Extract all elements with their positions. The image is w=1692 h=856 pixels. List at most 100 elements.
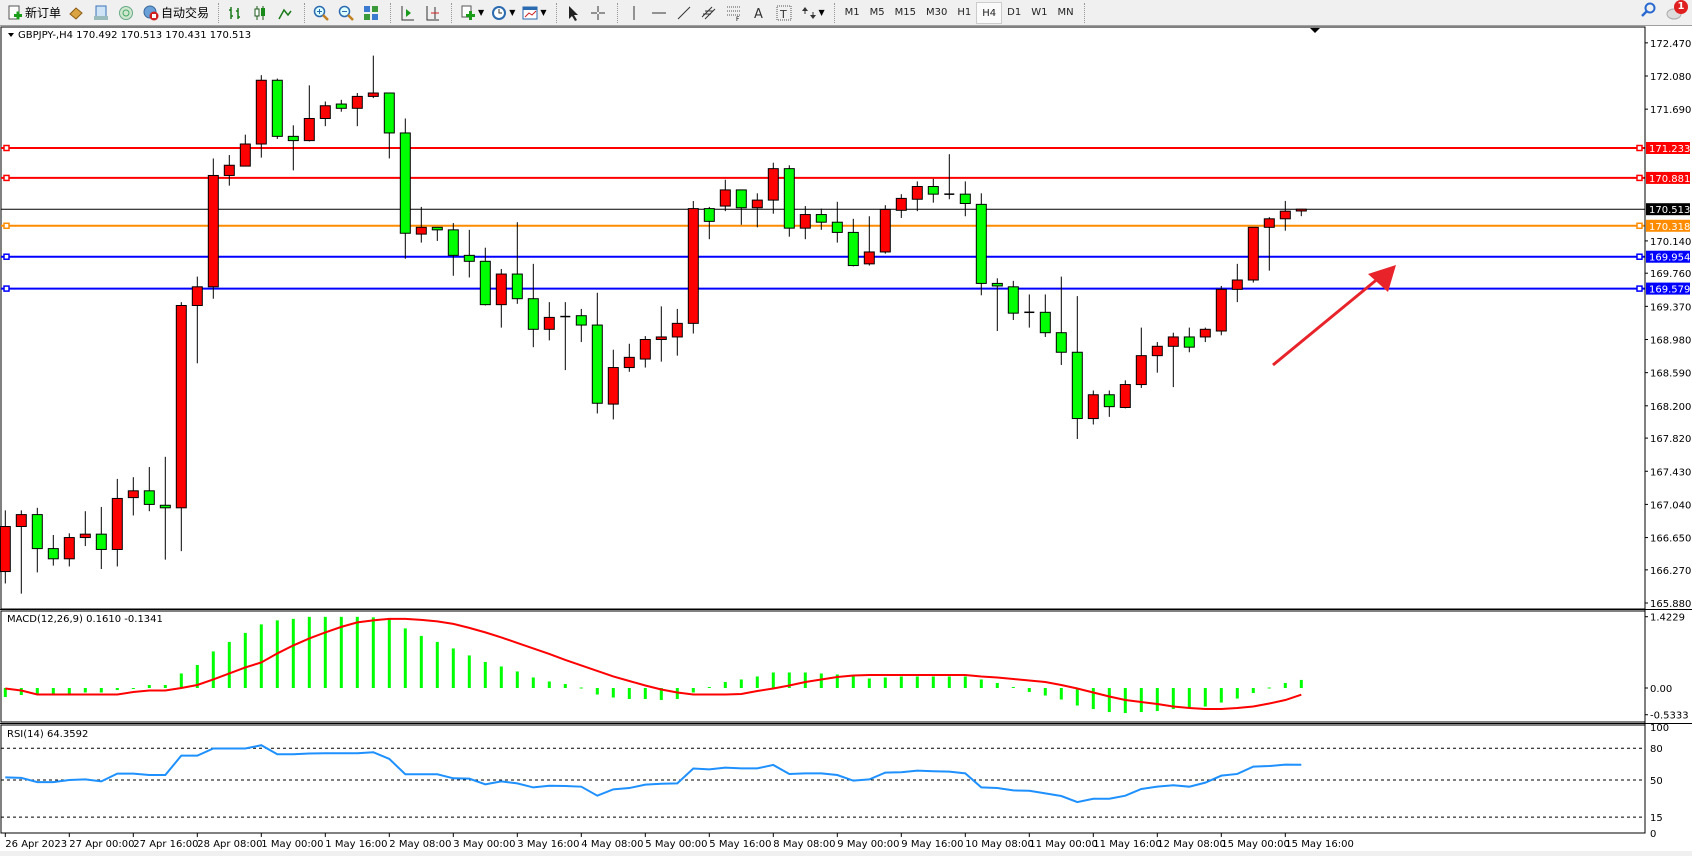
auto-trading-button[interactable]: 自动交易 — [140, 2, 212, 24]
macd-histogram-bar — [563, 683, 567, 688]
line-handle-right[interactable] — [1636, 253, 1643, 260]
macd-histogram-bar — [1155, 688, 1159, 712]
templates-button[interactable]: ▼ — [519, 2, 549, 24]
macd-tick-label: -0.5333 — [1650, 711, 1689, 722]
notifications-button[interactable]: 1 — [1666, 0, 1688, 21]
navigator-button[interactable] — [115, 2, 139, 24]
candle — [1215, 285, 1227, 336]
candle — [991, 278, 1003, 332]
macd-histogram-bar — [819, 673, 823, 688]
price-tick-label: 172.470 — [1650, 39, 1691, 50]
arrows-button[interactable]: ▼ — [798, 2, 828, 24]
candle — [655, 306, 667, 362]
crosshair-button[interactable] — [587, 2, 611, 24]
candle-body — [1135, 355, 1147, 386]
text-button[interactable]: A — [748, 2, 772, 24]
fibonacci-button[interactable]: F — [723, 2, 747, 24]
candle-body — [511, 273, 523, 300]
chart-shift-button[interactable] — [421, 2, 445, 24]
candle-body — [319, 105, 331, 120]
candle-body — [111, 497, 123, 550]
horizontal-line-button[interactable] — [648, 2, 672, 24]
candle-body — [479, 260, 491, 306]
macd-histogram-bar — [227, 641, 231, 688]
macd-histogram-bar — [1187, 688, 1191, 709]
line-chart-button[interactable] — [274, 2, 298, 24]
candle — [15, 510, 27, 594]
periods-button[interactable]: ▼ — [488, 2, 518, 24]
search-icon[interactable] — [1640, 2, 1656, 21]
line-handle-left[interactable] — [3, 253, 10, 260]
candle — [511, 222, 523, 304]
line-handle-left[interactable] — [3, 222, 10, 230]
candle — [879, 205, 891, 254]
time-label: 27 Apr 16:00 — [133, 839, 198, 850]
line-handle-right[interactable] — [1636, 144, 1643, 152]
tile-windows-button[interactable] — [360, 2, 384, 24]
candle — [255, 75, 267, 158]
candle-body — [399, 132, 411, 234]
candle-body — [1167, 336, 1179, 347]
price-tick-label: 166.650 — [1650, 534, 1691, 545]
timeframe-h4[interactable]: H4 — [976, 1, 1003, 24]
candle — [479, 247, 491, 306]
cursor-button[interactable] — [562, 2, 586, 24]
trend-arrow-line[interactable] — [1272, 275, 1381, 367]
macd-histogram-bar — [147, 684, 151, 688]
macd-histogram-bar — [867, 678, 871, 688]
text-label-button[interactable]: T — [773, 2, 797, 24]
new-order-button[interactable]: 新订单 — [4, 2, 64, 24]
candle-body — [191, 286, 203, 307]
macd-histogram-bar — [1251, 688, 1255, 694]
candle — [1263, 217, 1275, 271]
candle — [0, 510, 11, 584]
chart-shift-marker-icon[interactable] — [1310, 28, 1320, 33]
timeframe-w1[interactable]: W1 — [1031, 6, 1048, 18]
line-handle-right[interactable] — [1636, 285, 1643, 292]
indicators-button[interactable]: ▼ — [457, 2, 487, 24]
timeframe-h1[interactable]: H1 — [957, 6, 972, 18]
auto-scroll-button[interactable] — [396, 2, 420, 24]
line-handle-left[interactable] — [3, 144, 10, 152]
market-watch-button[interactable] — [65, 2, 89, 24]
candle-body — [703, 208, 715, 222]
macd-histogram-bar — [1075, 688, 1079, 706]
line-handle-right[interactable] — [1636, 174, 1643, 182]
candle-body — [431, 226, 443, 231]
zoom-out-button[interactable] — [335, 2, 359, 24]
line-handle-right[interactable] — [1636, 222, 1643, 230]
timeframe-m5[interactable]: M5 — [869, 6, 885, 18]
equidistant-channel-button[interactable] — [698, 2, 722, 24]
zoom-in-button[interactable] — [310, 2, 334, 24]
candle-body — [207, 174, 219, 288]
timeframe-m15[interactable]: M15 — [894, 6, 917, 18]
vertical-line-button[interactable] — [623, 2, 647, 24]
time-label: 26 Apr 2023 — [5, 839, 67, 850]
candle-body — [31, 514, 43, 550]
candle — [671, 308, 683, 356]
line-handle-left[interactable] — [3, 285, 10, 292]
cursor-icon — [565, 5, 581, 21]
timeframe-m1[interactable]: M1 — [844, 6, 860, 18]
candle — [127, 477, 139, 516]
candle — [1151, 342, 1163, 373]
candle-body — [463, 254, 475, 262]
time-label: 9 May 16:00 — [901, 839, 963, 850]
macd-histogram-bar — [83, 688, 87, 693]
candle-body — [0, 526, 11, 573]
price-tick-label: 167.040 — [1650, 500, 1691, 511]
candlestick-button[interactable] — [249, 2, 273, 24]
timeframe-d1[interactable]: D1 — [1007, 6, 1022, 18]
new-order-icon — [7, 5, 23, 21]
macd-histogram-bar — [1299, 679, 1303, 688]
candle — [175, 302, 187, 552]
trendline-button[interactable] — [673, 2, 697, 24]
data-window-button[interactable] — [90, 2, 114, 24]
line-handle-left[interactable] — [3, 174, 10, 182]
price-tick-label: 168.980 — [1650, 336, 1691, 347]
timeframe-mn[interactable]: MN — [1057, 6, 1074, 18]
chart-menu-triangle-icon[interactable] — [8, 33, 14, 37]
bar-chart-button[interactable] — [224, 2, 248, 24]
timeframe-m30[interactable]: M30 — [926, 6, 948, 18]
